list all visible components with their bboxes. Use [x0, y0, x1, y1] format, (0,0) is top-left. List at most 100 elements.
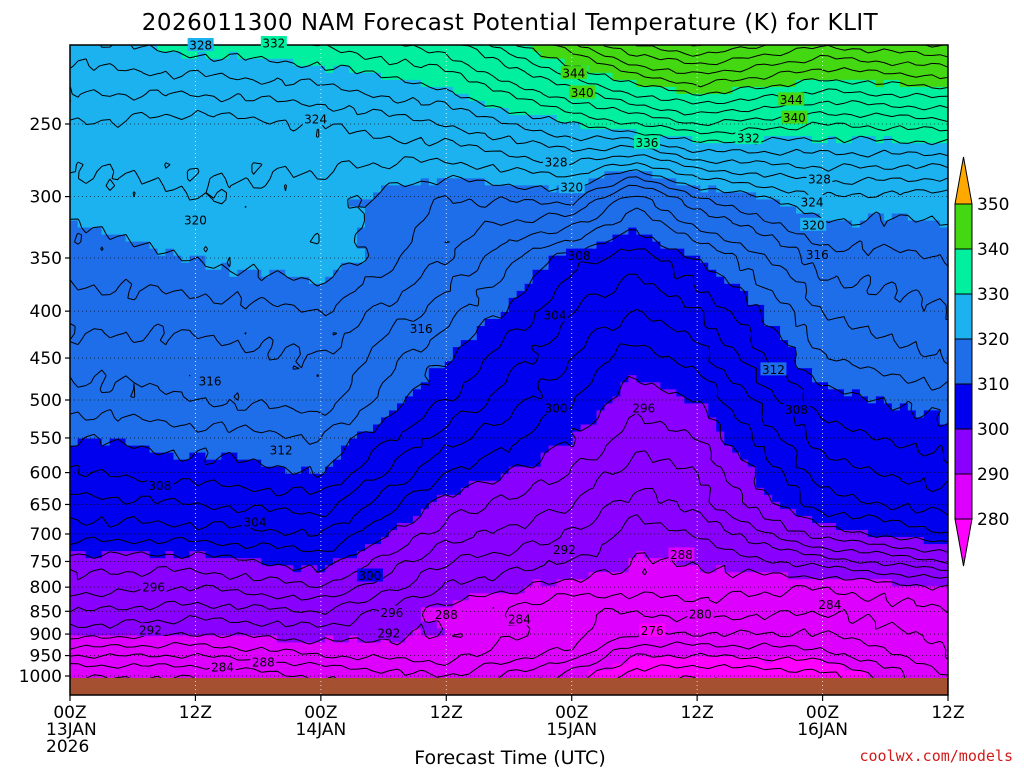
theta-cell: [516, 171, 526, 179]
theta-cell: [412, 185, 422, 193]
theta-cell: [612, 227, 622, 236]
theta-cell: [93, 206, 103, 215]
theta-cell: [333, 115, 342, 123]
theta-cell: [899, 262, 909, 271]
theta-cell: [149, 86, 159, 95]
theta-cell: [684, 45, 693, 53]
theta-cell: [788, 354, 797, 362]
theta-cell: [333, 269, 342, 278]
theta-cell: [269, 255, 278, 264]
theta-cell: [165, 51, 175, 60]
theta-cell: [580, 100, 590, 109]
theta-cell: [524, 319, 534, 327]
theta-cell: [253, 290, 262, 299]
theta-cell: [141, 129, 151, 137]
theta-cell: [644, 262, 653, 271]
theta-cell: [500, 178, 510, 186]
theta-cell: [452, 276, 462, 285]
theta-cell: [221, 262, 230, 271]
theta-cell: [428, 262, 438, 271]
theta-cell: [333, 108, 342, 116]
theta-cell: [396, 143, 406, 151]
theta-cell: [891, 354, 901, 362]
theta-cell: [708, 262, 717, 271]
theta-cell: [341, 262, 350, 271]
theta-cell: [668, 108, 677, 116]
theta-cell: [476, 326, 486, 334]
theta-cell: [85, 269, 95, 278]
theta-cell: [548, 262, 558, 271]
theta-cell: [404, 51, 414, 60]
theta-cell: [604, 45, 614, 53]
theta-cell: [77, 86, 87, 95]
theta-cell: [293, 136, 302, 144]
theta-cell: [341, 143, 350, 151]
theta-cell: [85, 220, 95, 229]
theta-cell: [253, 86, 262, 95]
theta-cell: [843, 248, 853, 257]
theta-cell: [939, 234, 948, 243]
theta-cell: [676, 185, 685, 193]
theta-cell: [588, 115, 598, 123]
theta-cell: [508, 276, 518, 285]
theta-cell: [628, 45, 638, 53]
theta-cell: [612, 58, 622, 67]
theta-cell: [341, 333, 350, 341]
theta-cell: [93, 227, 103, 236]
theta-cell: [117, 354, 127, 362]
theta-cell: [396, 361, 406, 369]
theta-cell: [221, 79, 230, 88]
theta-cell: [883, 122, 893, 130]
theta-cell: [141, 72, 151, 81]
theta-cell: [827, 234, 837, 243]
theta-cell: [309, 51, 318, 60]
theta-cell: [341, 255, 350, 264]
theta-cell: [939, 354, 948, 362]
theta-cell: [396, 248, 406, 257]
chart-title: 2026011300 NAM Forecast Potential Temper…: [142, 10, 879, 36]
theta-cell: [939, 157, 948, 165]
theta-cell: [692, 72, 701, 81]
theta-cell: [149, 150, 159, 158]
theta-cell: [309, 143, 318, 151]
theta-cell: [676, 241, 685, 250]
theta-cell: [396, 164, 406, 172]
theta-cell: [412, 297, 422, 306]
theta-cell: [317, 326, 326, 334]
theta-cell: [77, 227, 87, 236]
theta-cell: [189, 206, 199, 215]
theta-cell: [205, 297, 214, 306]
theta-cell: [213, 340, 222, 348]
theta-cell: [628, 164, 638, 172]
theta-cell: [724, 290, 733, 299]
theta-cell: [939, 227, 948, 236]
theta-cell: [748, 347, 757, 355]
theta-cell: [141, 79, 151, 88]
theta-cell: [883, 227, 893, 236]
theta-cell: [476, 340, 486, 348]
theta-cell: [923, 220, 933, 229]
theta-cell: [205, 319, 214, 327]
theta-cell: [756, 241, 765, 250]
theta-cell: [756, 262, 765, 271]
theta-cell: [165, 178, 175, 186]
theta-cell: [636, 290, 645, 299]
theta-cell: [476, 58, 486, 67]
theta-cell: [349, 143, 358, 151]
theta-cell: [189, 129, 199, 137]
theta-cell: [668, 192, 677, 201]
theta-cell: [628, 290, 638, 299]
theta-cell: [428, 340, 438, 348]
theta-cell: [819, 65, 829, 74]
theta-cell: [700, 51, 709, 60]
theta-cell: [460, 319, 470, 327]
theta-cell: [205, 100, 214, 109]
theta-cell: [277, 319, 286, 327]
theta-cell: [636, 150, 645, 158]
theta-cell: [373, 79, 382, 88]
theta-cell: [93, 178, 103, 186]
theta-cell: [468, 311, 478, 320]
theta-cell: [652, 206, 661, 215]
theta-cell: [612, 269, 622, 278]
theta-cell: [412, 72, 422, 81]
